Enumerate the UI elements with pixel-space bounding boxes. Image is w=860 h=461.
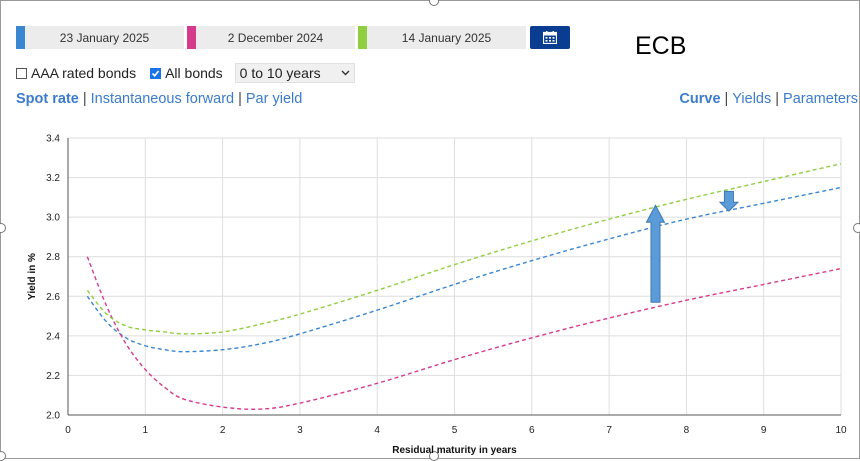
aaa-checkbox[interactable] (16, 67, 27, 79)
date-field-1-label: 23 January 2025 (59, 30, 150, 45)
series-line-2 (86, 256, 842, 410)
y-tick-label: 3.0 (46, 213, 60, 224)
x-tick-label: 9 (761, 425, 767, 436)
tab-separator: | (238, 91, 242, 107)
maturity-range-select[interactable]: 0 to 10 years (234, 63, 355, 83)
arrow-annotation-1 (645, 204, 666, 303)
date-color-3 (358, 26, 367, 49)
x-tick-label: 2 (220, 425, 226, 436)
x-tick-label: 5 (452, 425, 458, 436)
all-bonds-checkbox-label[interactable]: All bonds (165, 65, 223, 81)
x-tick-label: 3 (297, 425, 303, 436)
resize-handle-left[interactable] (0, 223, 6, 233)
tab-yields[interactable]: Yields (732, 91, 772, 107)
tab-instantaneous-forward[interactable]: Instantaneous forward (90, 91, 235, 107)
tab-parameters[interactable]: Parameters (783, 91, 858, 107)
tab-spot-rate[interactable]: Spot rate (16, 91, 79, 107)
x-tick-label: 4 (374, 425, 380, 436)
y-tick-label: 2.4 (46, 331, 60, 342)
chevron-down-icon (341, 70, 350, 76)
date-field-3-label: 14 January 2025 (401, 30, 492, 45)
x-tick-label: 7 (606, 425, 612, 436)
x-tick-label: 1 (143, 425, 149, 436)
tab-separator: | (724, 91, 729, 107)
y-tick-label: 3.2 (46, 173, 60, 184)
y-tick-label: 2.8 (46, 252, 60, 263)
date-color-2 (187, 26, 196, 49)
y-axis-label: Yield in % (27, 253, 38, 300)
view-tabs: Curve | Yields | Parameters (679, 91, 858, 107)
date-field-2[interactable]: 2 December 2024 (187, 26, 355, 49)
tab-curve[interactable]: Curve (679, 91, 721, 107)
all-bonds-checkbox[interactable] (150, 67, 162, 79)
y-tick-label: 2.0 (46, 411, 60, 422)
y-tick-label: 2.6 (46, 292, 60, 303)
yield-curve-chart: 0 1 2 3 4 5 6 7 8 9 10 2.0 2.2 2.4 2.6 2.8 3.0 3.2 3.4 Resi… (27, 134, 847, 457)
maturity-range-value: 0 to 10 years (239, 65, 321, 81)
resize-handle-right[interactable] (853, 223, 860, 233)
date-field-2-label: 2 December 2024 (227, 30, 324, 45)
series-line-1 (86, 186, 842, 353)
date-color-1 (16, 26, 25, 49)
x-tick-label: 8 (684, 425, 690, 436)
x-tick-label: 10 (835, 425, 847, 436)
arrow-annotation-2 (718, 190, 740, 212)
tab-separator: | (82, 91, 87, 107)
y-tick-label: 2.2 (46, 371, 60, 382)
aaa-checkbox-label[interactable]: AAA rated bonds (31, 65, 137, 81)
check-icon (152, 69, 160, 77)
x-tick-label: 0 (65, 425, 71, 436)
x-tick-label: 6 (529, 425, 535, 436)
tab-par-yield[interactable]: Par yield (245, 91, 303, 107)
resize-handle-top[interactable] (429, 0, 439, 6)
curve-type-tabs: Spot rate | Instantaneous forward | Par yiel… (16, 91, 302, 107)
y-tick-label: 3.4 (46, 134, 60, 145)
series-line-3 (86, 163, 842, 335)
issuer-label: ECB (635, 32, 687, 60)
calendar-button[interactable] (530, 26, 570, 49)
calendar-icon (543, 31, 557, 44)
date-field-3[interactable]: 14 January 2025 (358, 26, 526, 49)
x-axis-label: Residual maturity in years (392, 445, 517, 456)
tab-separator: | (775, 91, 780, 107)
date-field-1[interactable]: 23 January 2025 (16, 26, 184, 49)
options-row: AAA rated bonds All bonds 0 to 10 years (16, 63, 355, 83)
